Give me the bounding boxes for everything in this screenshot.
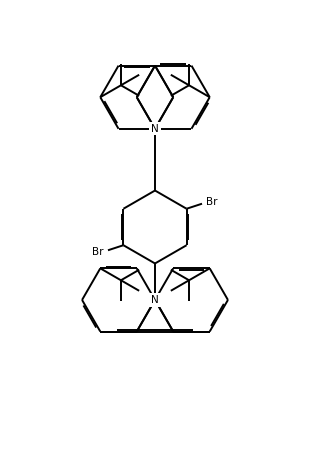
Text: N: N xyxy=(151,124,159,134)
Text: Br: Br xyxy=(92,247,104,257)
Text: Br: Br xyxy=(206,197,218,207)
Text: N: N xyxy=(151,295,159,305)
